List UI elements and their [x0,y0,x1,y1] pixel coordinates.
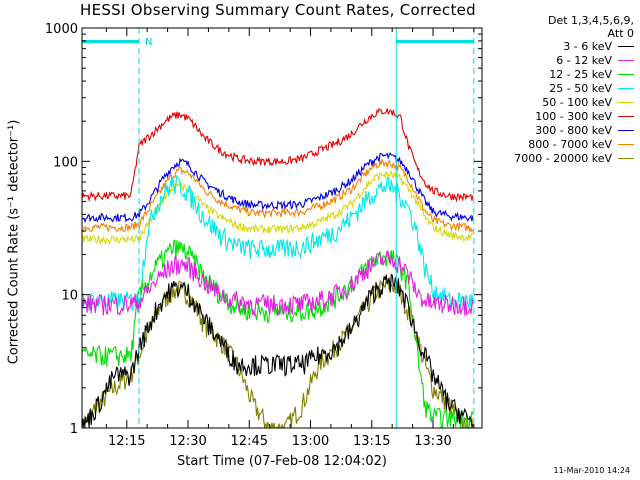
legend-swatch [618,143,634,145]
flag-label: N [145,37,152,48]
chart-title: HESSI Observing Summary Count Rates, Cor… [80,1,476,19]
x-tick-label: 12:30 [169,434,206,449]
legend-item-label: 6 - 12 keV [556,54,612,68]
plot-area: N [81,28,475,430]
legend-item: 25 - 50 keV [482,82,634,96]
legend-header-detectors: Det 1,3,4,5,6,9, [547,14,634,27]
y-tick-label: 1000 [45,22,78,37]
series-line-800-7000keV [81,159,474,234]
series-line-50-100keV [81,170,474,246]
legend-item-label: 7000 - 20000 keV [514,151,612,165]
x-axis-label: Start Time (07-Feb-08 12:04:02) [177,454,387,469]
legend-item: 6 - 12 keV [482,54,634,68]
series-line-12-25keV [81,239,474,430]
legend: Det 1,3,4,5,6,9, Att 0 3 - 6 keV 6 - 12 k… [482,14,634,165]
legend-item: 3 - 6 keV [482,40,634,54]
y-tick-label: 1 [70,422,78,437]
legend-item-label: 3 - 6 keV [563,40,612,54]
y-tick-label: 100 [53,155,78,170]
legend-item-label: 25 - 50 keV [549,82,612,96]
series-line-25-50keV [81,174,474,312]
x-tick-label: 13:00 [292,434,329,449]
legend-item: 800 - 7000 keV [482,137,634,151]
legend-item-label: 100 - 300 keV [535,109,612,123]
axes: 1 10 100 1000 12:15 12:30 12:45 13:00 13:15 13:30 [45,22,483,449]
flag-bar [396,40,474,43]
series-line-6-12keV [81,249,474,317]
y-tick-label: 10 [61,289,78,304]
y-axis-label: Corrected Count Rate (s⁻¹ detector⁻¹) [6,119,22,365]
legend-swatch [618,46,634,48]
x-tick-label: 13:15 [353,434,390,449]
legend-item-label: 50 - 100 keV [542,96,612,109]
x-tick-label: 12:45 [231,434,268,449]
legend-item: 50 - 100 keV [482,96,634,110]
legend-rows: 3 - 6 keV 6 - 12 keV 12 - 25 keV 25 - 50 ke… [482,40,634,165]
legend-swatch [618,115,634,117]
series-line-300-800keV [81,151,474,224]
footer-timestamp: 11-Mar-2010 14:24 [553,466,631,475]
legend-item: 100 - 300 keV [482,109,634,123]
legend-swatch [618,88,634,90]
legend-item-label: 300 - 800 keV [535,123,612,137]
legend-swatch [618,102,634,103]
flag-bar [82,40,140,43]
x-tick-label: 12:15 [108,434,145,449]
x-tick-label: 13:30 [414,434,451,449]
legend-item-label: 12 - 25 keV [549,68,612,82]
legend-item: 7000 - 20000 keV [482,151,634,165]
series-line-100-300keV [81,107,474,203]
legend-swatch [618,74,634,76]
legend-header-attenuator: Att 0 [607,27,634,40]
legend-swatch [618,157,634,159]
plot-frame [81,27,483,429]
legend-item: 300 - 800 keV [482,123,634,137]
series-line-3-6keV [81,273,474,429]
legend-item: 12 - 25 keV [482,68,634,82]
legend-item-label: 800 - 7000 keV [528,137,612,151]
legend-swatch [618,60,634,62]
legend-swatch [618,129,634,131]
